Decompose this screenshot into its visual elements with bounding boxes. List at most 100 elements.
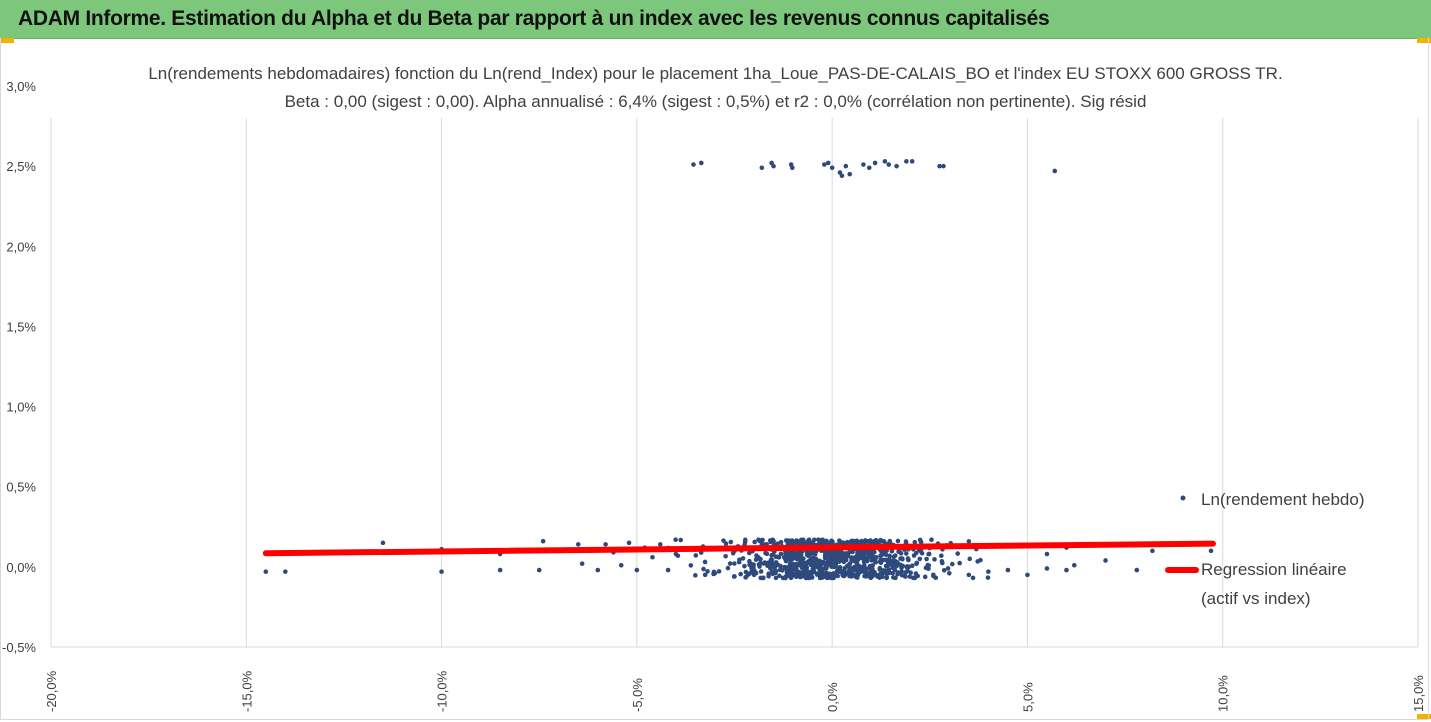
- data-point: [732, 561, 737, 566]
- data-point: [801, 568, 807, 574]
- data-point: [825, 160, 831, 166]
- data-point: [906, 564, 912, 570]
- data-point: [843, 555, 849, 561]
- data-point: [856, 565, 862, 570]
- data-point: [913, 550, 919, 556]
- data-point: [618, 562, 624, 568]
- data-point: [759, 165, 765, 171]
- data-point: [888, 558, 894, 564]
- data-point: [691, 162, 696, 167]
- data-point: [783, 538, 789, 543]
- data-point: [835, 568, 840, 573]
- data-point: [781, 555, 787, 560]
- data-point: [884, 575, 889, 581]
- data-point: [754, 553, 759, 558]
- data-point: [657, 542, 663, 547]
- data-point: [904, 159, 909, 164]
- data-point: [926, 566, 931, 572]
- data-point: [439, 569, 444, 574]
- data-point: [665, 567, 671, 573]
- data-point: [892, 553, 898, 558]
- data-point: [778, 539, 784, 545]
- y-tick-label: 0,5%: [6, 480, 36, 495]
- y-tick-label: -0,5%: [2, 640, 36, 655]
- x-tick-label: 5,0%: [1020, 682, 1035, 712]
- data-point: [806, 549, 812, 555]
- data-point: [861, 162, 866, 167]
- data-point: [937, 163, 942, 169]
- data-point: [801, 556, 806, 561]
- data-point: [853, 556, 858, 561]
- data-point: [766, 571, 771, 577]
- data-point: [765, 563, 770, 569]
- data-point: [790, 567, 796, 572]
- chart-area: [0, 38, 1429, 720]
- regression-line: [262, 540, 1216, 557]
- data-point: [1005, 567, 1011, 573]
- y-tick-label: 1,5%: [6, 319, 36, 334]
- data-point: [771, 570, 776, 576]
- data-point: [1071, 562, 1077, 568]
- data-point: [794, 556, 800, 562]
- data-point: [773, 560, 779, 565]
- data-point: [824, 575, 830, 581]
- data-point: [751, 572, 757, 578]
- data-point: [678, 537, 684, 543]
- data-point: [747, 562, 752, 568]
- data-point: [603, 542, 608, 547]
- data-point: [769, 557, 775, 563]
- data-point: [1052, 168, 1058, 174]
- data-point: [693, 573, 698, 578]
- data-point: [743, 574, 749, 580]
- data-point: [790, 552, 796, 558]
- data-point: [497, 567, 503, 573]
- data-point: [966, 539, 972, 544]
- data-point: [846, 540, 851, 545]
- data-point: [756, 537, 761, 543]
- data-point: [536, 567, 542, 573]
- data-point: [849, 558, 855, 564]
- data-point: [894, 163, 899, 169]
- data-point: [702, 559, 708, 565]
- data-point: [879, 538, 885, 544]
- data-point: [861, 559, 867, 565]
- data-point: [975, 559, 980, 564]
- data-point: [839, 173, 845, 179]
- data-point: [883, 557, 889, 563]
- data-point: [712, 570, 718, 576]
- data-point: [886, 567, 892, 572]
- data-point: [900, 556, 905, 562]
- data-point: [751, 564, 756, 570]
- data-point: [909, 159, 915, 164]
- x-tick-label: -15,0%: [239, 670, 254, 712]
- data-point: [790, 165, 795, 171]
- data-point: [877, 571, 883, 577]
- data-point: [796, 571, 802, 576]
- data-point: [882, 159, 888, 164]
- data-point: [727, 561, 733, 566]
- data-point: [854, 560, 860, 566]
- data-point: [701, 566, 706, 572]
- data-point: [801, 573, 806, 579]
- chart-title-line-2: Beta : 0,00 (sigest : 0,00). Alpha annua…: [284, 92, 1147, 111]
- data-point: [912, 539, 918, 545]
- data-point: [872, 160, 878, 166]
- data-point: [787, 564, 792, 569]
- data-point: [843, 163, 849, 169]
- data-point: [776, 555, 782, 560]
- data-point: [626, 540, 632, 546]
- data-point: [263, 569, 269, 574]
- data-point: [912, 575, 918, 581]
- data-point: [899, 563, 904, 568]
- data-point: [841, 573, 846, 579]
- data-point: [877, 567, 883, 572]
- legend-label-series: Ln(rendement hebdo): [1201, 490, 1365, 509]
- data-point: [757, 564, 762, 569]
- y-tick-label: 2,5%: [6, 159, 36, 174]
- data-point: [895, 538, 901, 544]
- data-point: [673, 537, 678, 542]
- data-point: [955, 551, 961, 556]
- data-point: [985, 575, 991, 580]
- data-point: [945, 566, 951, 571]
- data-point: [866, 550, 872, 555]
